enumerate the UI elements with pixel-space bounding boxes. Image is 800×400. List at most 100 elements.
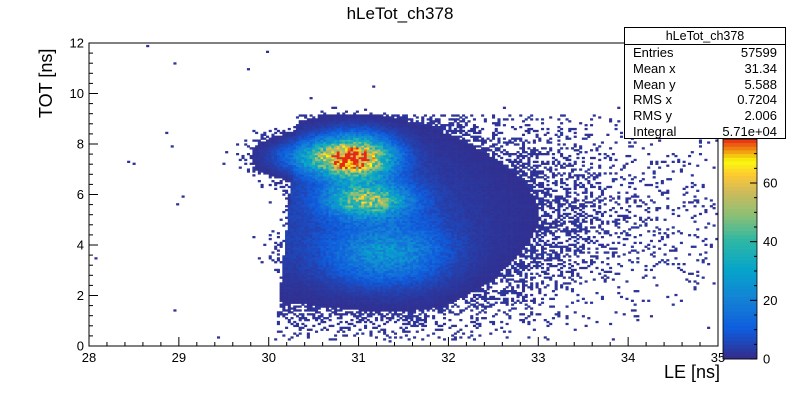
heatmap-cell <box>268 151 272 154</box>
heatmap-cell <box>361 160 365 164</box>
heatmap-cell <box>323 124 327 127</box>
heatmap-cell <box>298 328 302 331</box>
heatmap-cell <box>364 230 368 233</box>
heatmap-cell <box>306 205 310 208</box>
heatmap-cell <box>366 137 370 140</box>
heatmap-cell <box>344 191 349 194</box>
heatmap-cell <box>301 214 305 218</box>
heatmap-cell <box>295 245 300 248</box>
heatmap-cell <box>342 189 346 192</box>
heatmap-cell <box>301 243 305 246</box>
heatmap-cell <box>361 151 365 154</box>
heatmap-cell <box>396 309 400 312</box>
heatmap-cell <box>301 280 305 283</box>
heatmap-cell <box>391 176 395 179</box>
heatmap-cell <box>393 295 398 299</box>
heatmap-cell <box>282 255 286 258</box>
heatmap-cell <box>344 166 349 169</box>
heatmap-cell <box>301 286 305 289</box>
heatmap-cell <box>331 106 335 109</box>
heatmap-cell <box>396 120 400 123</box>
heatmap-cell <box>304 230 308 233</box>
heatmap-cell <box>364 295 368 299</box>
heatmap-cell <box>399 187 403 191</box>
heatmap-cell <box>344 174 349 177</box>
heatmap-cell <box>181 195 185 198</box>
heatmap-cell <box>315 311 319 314</box>
heatmap-cell <box>380 216 384 219</box>
heatmap-cell <box>344 276 349 279</box>
heatmap-cell <box>317 197 321 200</box>
heatmap-cell <box>315 299 319 302</box>
heatmap-cell <box>295 156 300 160</box>
heatmap-cell <box>369 263 373 266</box>
heatmap-cell <box>377 247 381 250</box>
heatmap-cell <box>402 156 406 160</box>
heatmap-cell <box>317 257 321 260</box>
heatmap-cell <box>268 234 272 237</box>
heatmap-cell <box>295 278 300 281</box>
heatmap-cell <box>315 129 319 133</box>
heatmap-cell <box>402 218 406 221</box>
heatmap-cell <box>377 205 381 208</box>
heatmap-cell <box>364 317 368 320</box>
heatmap-cell <box>271 166 275 169</box>
heatmap-cell <box>306 127 310 131</box>
heatmap-cell <box>396 318 400 322</box>
heatmap-cell <box>391 224 395 227</box>
heatmap-cell <box>285 266 289 270</box>
heatmap-cell <box>252 166 256 169</box>
heatmap-cell <box>377 147 381 150</box>
heatmap-cell <box>339 212 343 216</box>
heatmap-cell <box>364 241 368 245</box>
heatmap-cell <box>328 172 332 175</box>
heatmap-cell <box>298 286 302 289</box>
heatmap-cell <box>383 247 387 250</box>
heatmap-cell <box>287 255 291 258</box>
heatmap-cell <box>361 274 365 277</box>
heatmap-cell <box>312 210 316 214</box>
heatmap-cell <box>369 264 373 268</box>
heatmap-cell <box>325 230 329 233</box>
heatmap-cell <box>285 295 289 299</box>
heatmap-cell <box>364 324 368 328</box>
heatmap-cell <box>364 232 368 235</box>
heatmap-cell <box>336 166 340 169</box>
heatmap-cell <box>385 145 389 148</box>
heatmap-cell <box>325 176 329 179</box>
heatmap-cell <box>301 147 305 150</box>
heatmap-cell <box>361 230 365 233</box>
heatmap-cell <box>282 261 286 264</box>
heatmap-cell <box>374 224 378 227</box>
heatmap-cell <box>293 278 297 281</box>
heatmap-cell <box>342 263 346 266</box>
heatmap-cell <box>393 212 398 216</box>
heatmap-cell <box>358 303 362 306</box>
heatmap-cell <box>271 137 275 140</box>
heatmap-cell <box>383 259 387 262</box>
heatmap-cell <box>295 315 300 318</box>
heatmap-cell <box>399 286 403 289</box>
heatmap-cell <box>252 139 256 142</box>
heatmap-cell <box>290 183 294 187</box>
heatmap-cell <box>399 313 403 316</box>
heatmap-cell <box>304 301 308 304</box>
heatmap-cell <box>364 216 368 219</box>
heatmap-cell <box>388 235 392 239</box>
heatmap-cell <box>399 220 403 223</box>
heatmap-cell <box>312 172 316 175</box>
heatmap-cell <box>317 158 321 162</box>
heatmap-cell <box>328 261 332 264</box>
heatmap-cell <box>295 189 300 192</box>
heatmap-cell <box>377 218 381 221</box>
heatmap-cell <box>388 303 392 306</box>
heatmap-cell <box>295 280 300 283</box>
heatmap-cell <box>274 176 278 179</box>
heatmap-cell <box>380 295 384 299</box>
heatmap-cell <box>377 207 381 210</box>
heatmap-cell <box>380 181 384 185</box>
heatmap-cell <box>315 291 319 295</box>
heatmap-cell <box>350 151 354 154</box>
heatmap-cell <box>312 228 316 231</box>
heatmap-cell <box>372 172 376 175</box>
